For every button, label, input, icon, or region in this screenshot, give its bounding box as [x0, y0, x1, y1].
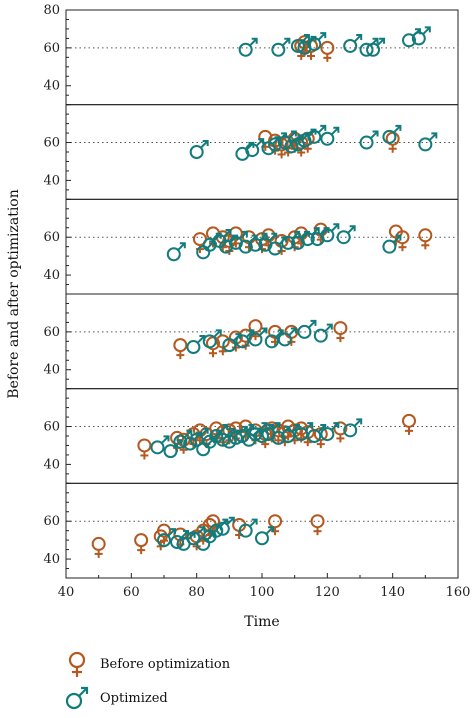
optimized-point	[238, 518, 258, 538]
before-point	[320, 40, 335, 62]
legend-label-optimized: Optimized	[100, 690, 168, 706]
optimized-point	[271, 37, 291, 57]
optimized-point	[290, 33, 310, 53]
optimized-point	[238, 37, 258, 57]
optimized-point	[418, 132, 438, 152]
optimized-point	[320, 223, 340, 243]
panel-1: 40 60 80	[43, 3, 459, 106]
x-tick-label: 40	[58, 585, 75, 600]
x-tick-label: 160	[446, 585, 471, 600]
y-tick-label: 40	[43, 79, 60, 94]
y-axis-title: Before and after optimization	[6, 189, 22, 399]
legend-label-before: Before optimization	[100, 656, 231, 672]
legend-item-optimized: Optimized	[62, 684, 230, 712]
x-tick-label: 60	[123, 585, 140, 600]
before-point	[134, 533, 149, 555]
y-tick-label: 80	[43, 3, 60, 18]
y-tick-label: 40	[43, 363, 60, 378]
legend: Before optimization Optimized	[62, 650, 230, 718]
before-point	[395, 230, 410, 252]
optimized-point	[166, 242, 186, 262]
before-point	[418, 228, 433, 250]
panel-frame	[65, 104, 459, 200]
before-point	[137, 438, 152, 460]
legend-item-before: Before optimization	[62, 650, 230, 678]
optimized-point	[150, 435, 170, 455]
optimized-point	[382, 234, 402, 254]
y-tick-label: 40	[43, 173, 60, 188]
optimized-point	[163, 439, 183, 459]
before-point	[310, 514, 325, 536]
optimized-point	[297, 319, 317, 339]
before-point	[333, 321, 348, 343]
panel-4: 40 60	[43, 293, 459, 390]
optimized-point	[336, 225, 356, 245]
panel-frame	[65, 482, 459, 579]
optimized-point	[307, 124, 327, 144]
y-tick-label: 40	[43, 552, 60, 567]
y-tick-label: 60	[43, 420, 60, 435]
optimized-point	[186, 335, 206, 355]
x-axis-title: Time	[244, 614, 279, 630]
x-tick-label: 100	[250, 585, 275, 600]
x-tick-label: 80	[188, 585, 205, 600]
y-tick-label: 60	[43, 41, 60, 56]
optimized-point	[359, 130, 379, 150]
male-symbol-icon	[65, 686, 89, 710]
y-tick-label: 60	[43, 230, 60, 245]
optimized-point	[320, 126, 340, 146]
panel-frame	[65, 9, 459, 106]
optimized-point	[320, 422, 340, 442]
optimized-point	[255, 526, 274, 546]
y-tick-label: 60	[43, 514, 60, 529]
before-point	[268, 514, 283, 536]
optimized-point	[313, 323, 333, 343]
optimized-point	[343, 33, 363, 53]
optimized-point	[215, 516, 235, 536]
y-tick-label: 40	[43, 268, 60, 283]
panel-6: 40 60	[43, 482, 459, 579]
y-tick-label: 40	[43, 457, 60, 472]
y-tick-label: 60	[43, 136, 60, 151]
scatter-chart: 40 60 80 40 60 40 60 40 60 40 60 40 60 40 60 80 100 120 14…	[6, 3, 471, 630]
optimized-point	[366, 37, 386, 57]
optimized-point	[294, 422, 314, 442]
before-point	[157, 523, 171, 545]
optimized-point	[235, 141, 255, 161]
panel-3: 40 60	[43, 198, 459, 295]
optimized-point	[189, 140, 209, 159]
optimized-point	[202, 329, 222, 349]
x-tick-label: 120	[315, 585, 340, 600]
optimized-point	[277, 327, 297, 347]
before-point	[173, 338, 188, 360]
optimized-point	[411, 26, 431, 46]
optimized-point	[235, 329, 255, 349]
optimized-point	[281, 424, 301, 443]
before-point	[402, 413, 416, 435]
before-point	[91, 536, 106, 558]
panel-2: 40 60	[43, 104, 459, 200]
optimized-point	[173, 429, 193, 449]
optimized-point	[382, 124, 402, 144]
optimized-point	[248, 422, 268, 442]
optimized-point	[157, 528, 176, 548]
optimized-point	[248, 327, 268, 347]
optimized-point	[307, 32, 327, 52]
optimized-point	[189, 427, 209, 447]
x-tick-label: 140	[380, 585, 405, 600]
panel-5: 40 60	[43, 388, 459, 484]
optimized-point	[343, 418, 363, 438]
y-tick-label: 60	[43, 325, 60, 340]
female-symbol-icon	[68, 651, 86, 677]
optimized-point	[245, 138, 265, 158]
